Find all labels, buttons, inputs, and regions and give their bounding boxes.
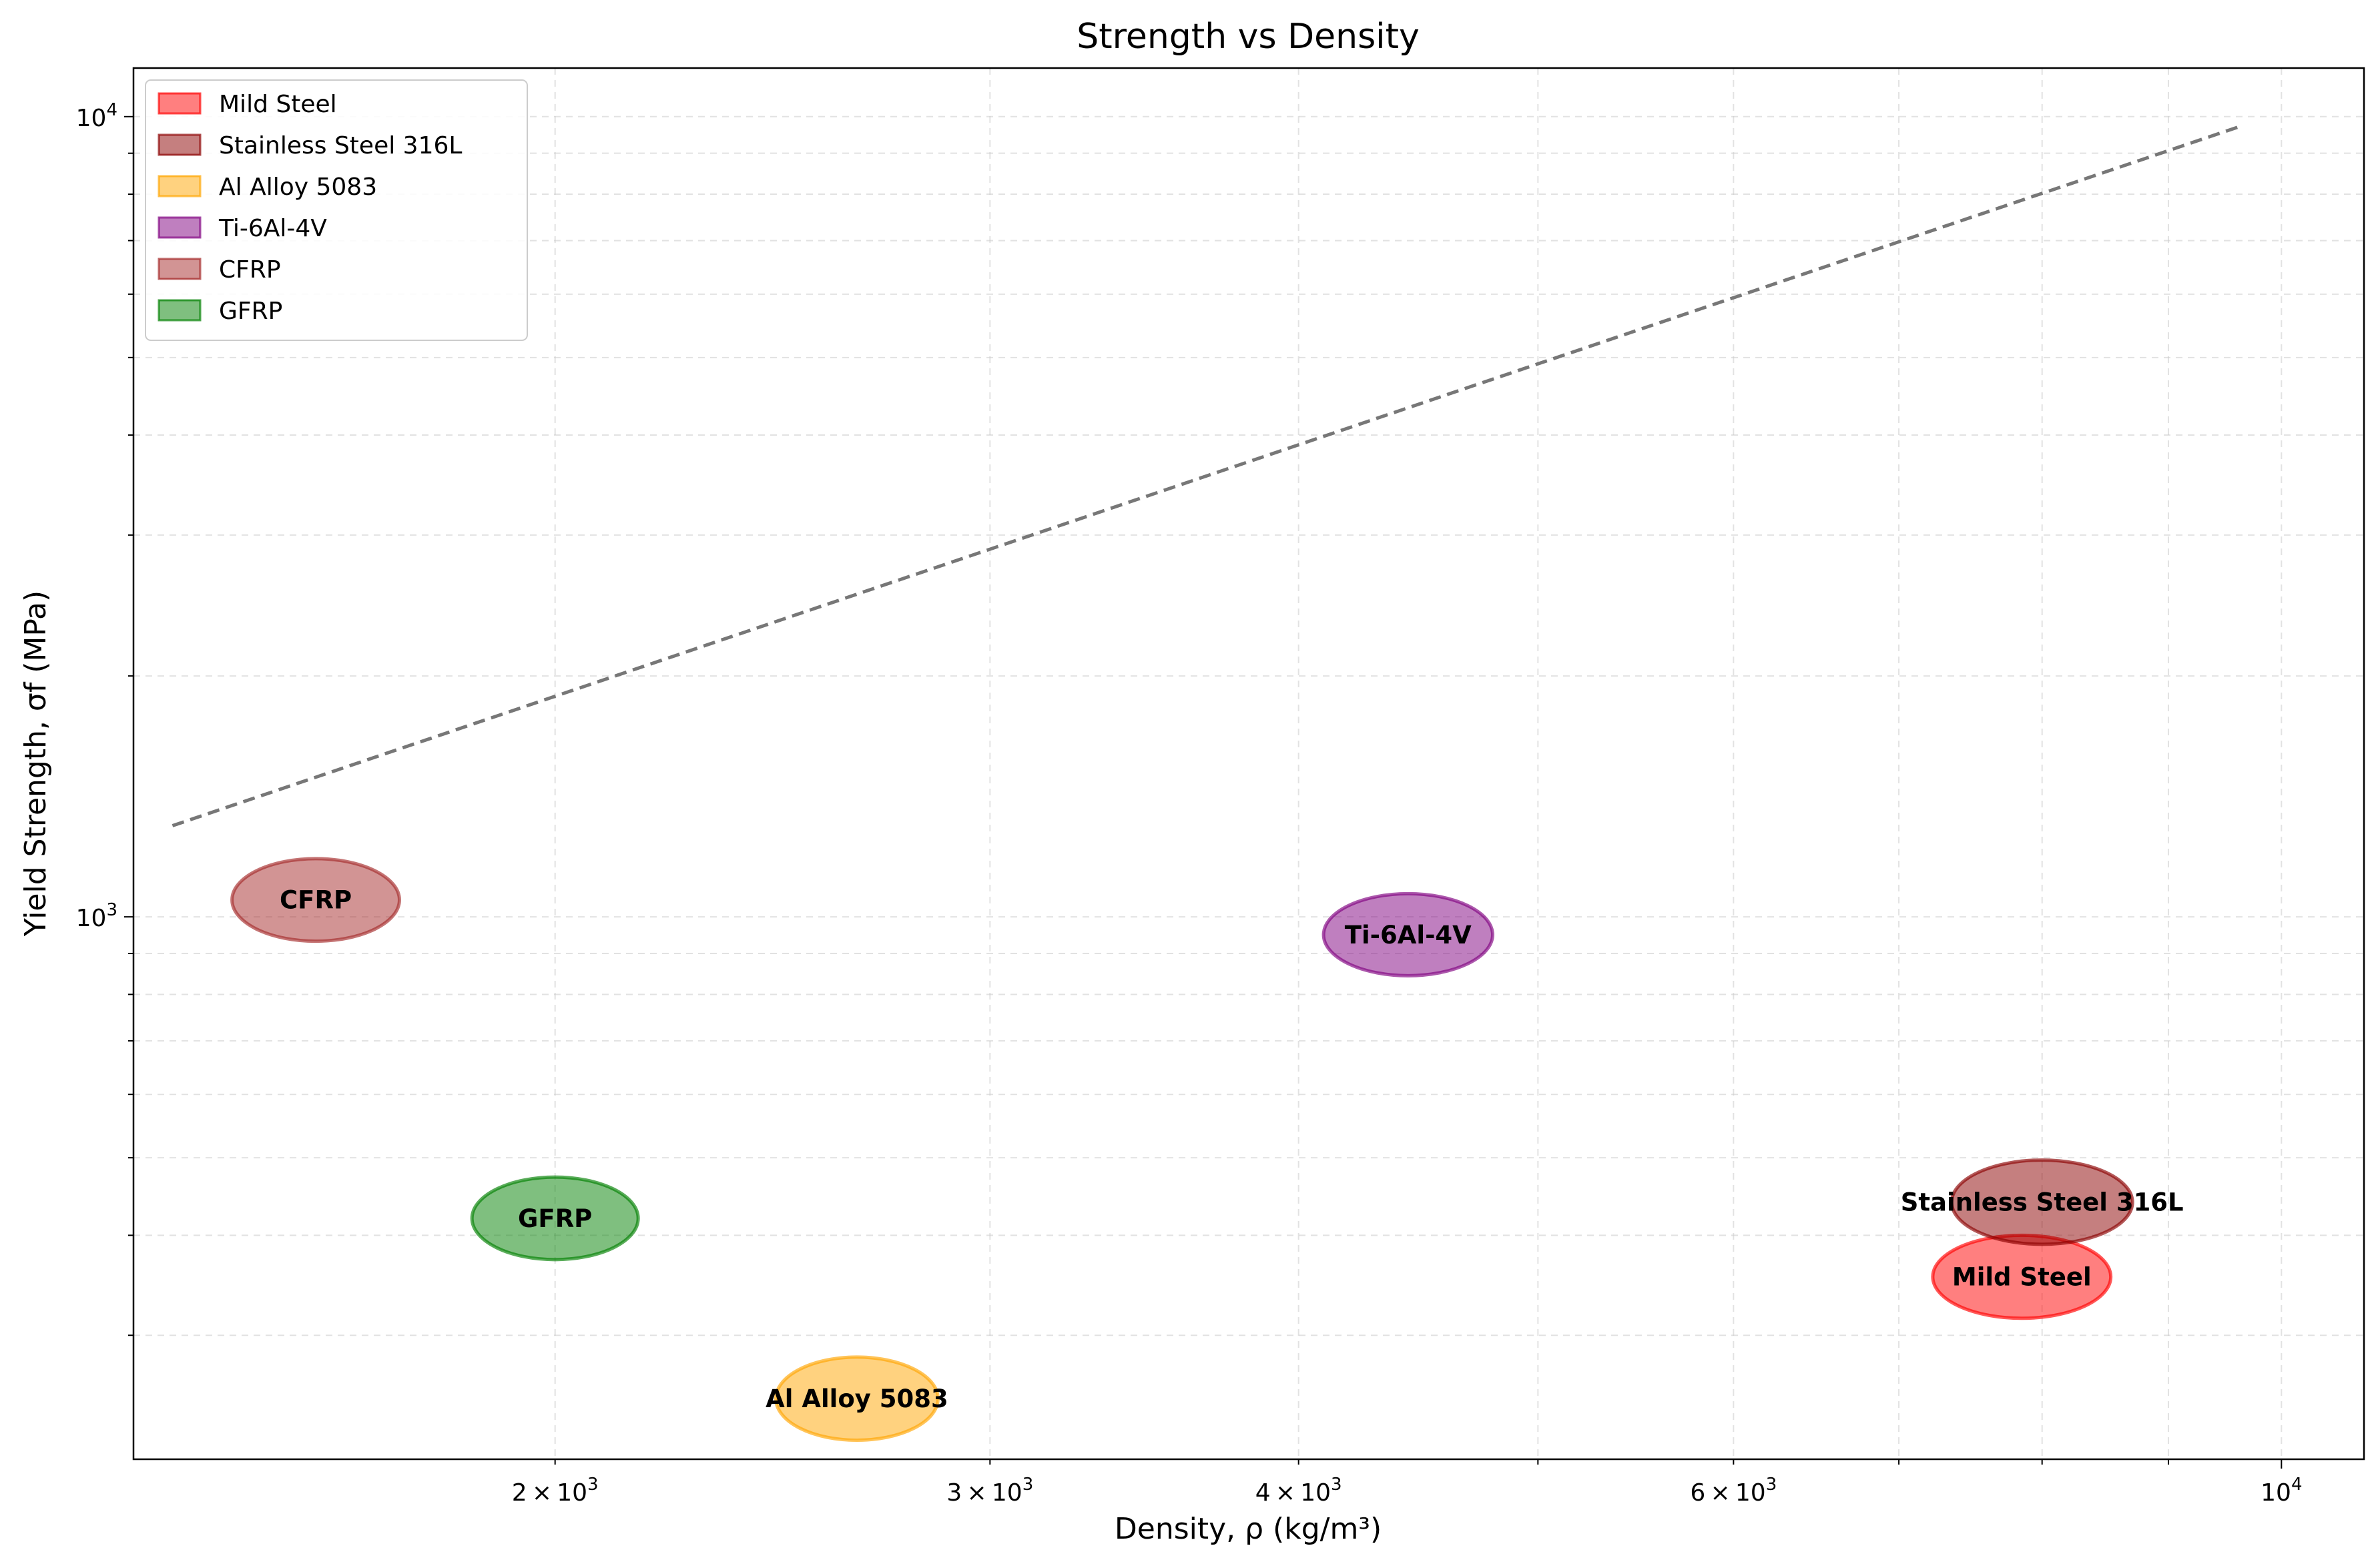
x-tick-label: 3 × 103 xyxy=(946,1475,1033,1507)
x-tick-label: 4 × 103 xyxy=(1255,1475,1342,1507)
x-tick-times: × 10 xyxy=(1271,1479,1331,1507)
x-tick-mantissa: 4 xyxy=(1255,1479,1271,1507)
label-gfrp: GFRP xyxy=(518,1204,592,1233)
x-tick-base: 10 xyxy=(2261,1479,2291,1507)
x-axis-label: Density, ρ (kg/m³) xyxy=(1115,1512,1382,1546)
ellipse-ti-6al-4v xyxy=(1321,891,1494,977)
legend-label-stainless-steel-316l: Stainless Steel 316L xyxy=(219,132,462,159)
legend-swatch-gfrp xyxy=(158,299,202,322)
x-tick-exponent: 3 xyxy=(1331,1475,1342,1495)
x-tick-exponent: 3 xyxy=(1022,1475,1034,1495)
label-cfrp: CFRP xyxy=(280,886,352,915)
x-tick-mantissa: 3 xyxy=(946,1479,962,1507)
ellipse-gfrp xyxy=(470,1175,640,1262)
legend-label-ti-6al-4v: Ti-6Al-4V xyxy=(218,215,327,242)
label-stainless-steel-316l: Stainless Steel 316L xyxy=(1901,1188,2184,1217)
x-tick-exponent: 3 xyxy=(587,1475,599,1495)
legend-label-mild-steel: Mild Steel xyxy=(219,91,337,118)
y-tick-base: 10 xyxy=(76,905,107,932)
x-tick-times: × 10 xyxy=(1705,1479,1765,1507)
y-tick-base: 10 xyxy=(76,105,107,132)
y-axis-label: Yield Strength, σf (MPa) xyxy=(19,591,53,937)
x-tick-label: 2 × 103 xyxy=(512,1475,599,1507)
plot-frame xyxy=(132,67,2365,1461)
material-ellipses xyxy=(230,857,2134,1442)
legend-swatch-cfrp xyxy=(158,258,202,280)
label-al-alloy-5083: Al Alloy 5083 xyxy=(766,1385,948,1413)
x-tick-mantissa: 6 xyxy=(1690,1479,1705,1507)
chart-title: Strength vs Density xyxy=(1077,17,1420,57)
legend[interactable]: Mild Steel Stainless Steel 316L Al Alloy 5… xyxy=(145,79,528,341)
label-ti-6al-4v: Ti-6Al-4V xyxy=(1345,921,1472,949)
x-tick-label: 6 × 103 xyxy=(1690,1475,1777,1507)
x-tick-mantissa: 2 xyxy=(512,1479,527,1507)
label-mild-steel: Mild Steel xyxy=(1952,1263,2092,1292)
y-tick-exponent: 4 xyxy=(106,100,117,120)
legend-swatch-mild-steel xyxy=(158,92,202,115)
x-tick-exponent: 4 xyxy=(2291,1475,2303,1495)
guide-line xyxy=(172,125,2239,827)
y-tick-label: 103 xyxy=(76,900,117,932)
ellipse-al-alloy-5083 xyxy=(774,1355,940,1442)
x-tick-times: × 10 xyxy=(962,1479,1022,1507)
x-axis-ticks: 2 × 103 3 × 103 4 × 103 6 × 103 104 xyxy=(512,1459,2302,1507)
legend-swatch-ti-6al-4v xyxy=(158,216,202,239)
legend-label-cfrp: CFRP xyxy=(219,256,281,284)
legend-label-al-alloy-5083: Al Alloy 5083 xyxy=(219,173,377,201)
grid xyxy=(133,68,2364,1459)
ellipse-cfrp xyxy=(230,857,401,943)
material-labels: Mild Steel Stainless Steel 316L Al Alloy 5… xyxy=(280,886,2184,1413)
guide-line-layer xyxy=(172,125,2239,827)
x-tick-exponent: 3 xyxy=(1766,1475,1777,1495)
legend-label-gfrp: GFRP xyxy=(219,298,282,325)
x-tick-label: 104 xyxy=(2261,1475,2302,1507)
x-tick-times: × 10 xyxy=(527,1479,587,1507)
ellipse-stainless-steel-316l xyxy=(1950,1158,2134,1246)
y-tick-label: 104 xyxy=(76,100,117,132)
legend-swatch-al-alloy-5083 xyxy=(158,175,202,198)
y-tick-exponent: 3 xyxy=(106,900,117,920)
legend-swatch-stainless-steel-316l xyxy=(158,133,202,156)
legend-box xyxy=(145,79,528,341)
